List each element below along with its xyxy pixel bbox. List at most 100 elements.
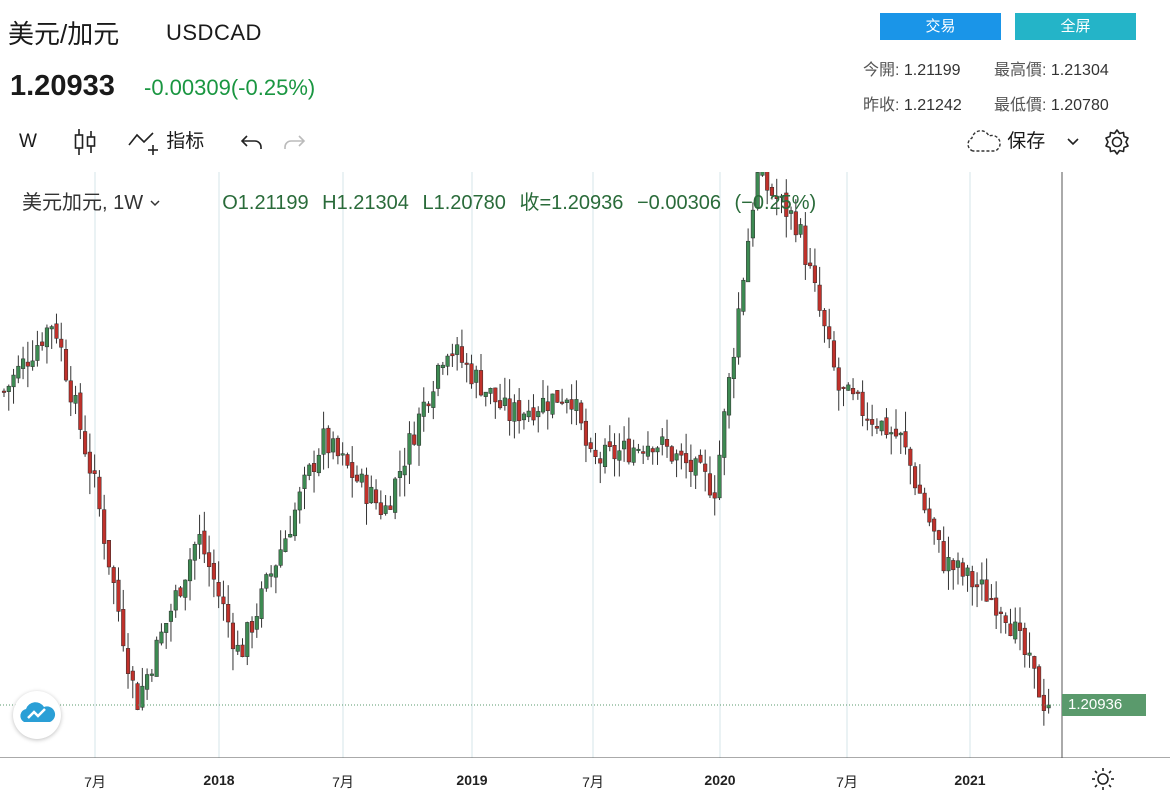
candle <box>793 199 798 243</box>
candle-body <box>11 374 16 388</box>
candle-body <box>631 447 636 463</box>
candle-body <box>502 397 507 406</box>
candle-body <box>178 587 183 597</box>
candle-body <box>245 622 250 657</box>
candle <box>521 411 526 430</box>
candle <box>469 354 474 389</box>
candle <box>316 448 321 477</box>
candle-body <box>913 466 918 489</box>
time-axis-settings[interactable] <box>1091 767 1115 796</box>
candle-body <box>507 398 512 421</box>
candle-body <box>1046 704 1051 709</box>
candle-body <box>87 451 92 474</box>
candle-body <box>264 574 269 589</box>
x-tick-label: 7月 <box>836 774 858 790</box>
candle-body <box>626 438 631 463</box>
candle-body <box>488 388 493 394</box>
candle-body <box>526 410 531 418</box>
candle-body <box>202 530 207 555</box>
candle-body <box>746 240 751 283</box>
candle-body <box>312 463 317 472</box>
undo-button[interactable] <box>240 120 264 164</box>
candle-body <box>240 644 245 658</box>
interval-button[interactable]: W <box>19 131 37 152</box>
candle-body <box>307 464 312 476</box>
candle <box>679 443 684 470</box>
legend-interval[interactable]: 1W <box>113 192 161 214</box>
indicators-button[interactable]: 指标 <box>127 120 204 164</box>
candle <box>884 408 889 439</box>
candle <box>369 475 374 504</box>
candle <box>350 446 355 498</box>
candle <box>755 172 760 211</box>
trade-button[interactable]: 交易 <box>880 13 1001 40</box>
candle-body <box>68 380 73 403</box>
candle-body <box>1032 656 1037 669</box>
candle-body <box>49 326 54 330</box>
tradingview-logo[interactable] <box>13 691 61 739</box>
candle-body <box>469 363 474 385</box>
candle-body <box>970 571 975 588</box>
candle <box>164 623 169 649</box>
candle <box>359 468 364 488</box>
candle-body <box>316 454 321 474</box>
candle <box>965 564 970 592</box>
candle <box>87 433 92 495</box>
candle <box>159 623 164 646</box>
candle <box>955 552 961 585</box>
save-menu-button[interactable] <box>1066 120 1080 164</box>
candle-body <box>63 349 69 381</box>
candle <box>774 178 779 216</box>
x-tick-label: 7月 <box>582 774 604 790</box>
candle-body <box>235 644 240 652</box>
candle <box>207 535 212 587</box>
candle <box>688 444 693 487</box>
candle <box>860 380 865 427</box>
legend-interval-label: 1W <box>113 192 144 214</box>
candle <box>493 387 498 419</box>
candle <box>240 638 245 658</box>
redo-button[interactable] <box>282 120 306 164</box>
candle <box>235 630 240 655</box>
candlestick-chart[interactable] <box>0 172 1170 758</box>
candle-style-button[interactable] <box>72 120 98 164</box>
candle-body <box>517 400 522 422</box>
candle-body <box>808 262 813 267</box>
current-price: 1.20933 <box>10 70 115 102</box>
cloud-icon <box>967 130 1001 152</box>
candle-body <box>903 431 908 448</box>
candle-body <box>822 309 827 327</box>
candle <box>574 380 579 426</box>
save-button[interactable]: 保存 <box>964 120 1045 164</box>
candle-body <box>159 631 164 644</box>
candle-body <box>302 474 307 489</box>
time-axis[interactable]: 7月 2018 7月 2019 7月 2020 7月 2021 <box>0 758 1170 806</box>
candle <box>703 449 708 492</box>
candle-body <box>393 478 398 513</box>
candle <box>927 497 932 527</box>
candle-body <box>574 399 579 411</box>
candle-body <box>197 534 202 545</box>
stat-high-label: 最高價: <box>994 62 1047 79</box>
candle <box>841 386 846 407</box>
candle <box>440 361 445 375</box>
candle <box>650 446 655 465</box>
candle <box>292 502 298 541</box>
candle <box>416 407 422 466</box>
candle <box>297 486 302 524</box>
candle-body <box>426 403 431 407</box>
candle <box>11 368 16 404</box>
candle <box>602 438 608 474</box>
stat-high: 最高價: 1.21304 <box>994 56 1109 80</box>
candle <box>517 388 522 434</box>
candle <box>116 567 121 622</box>
candle <box>1 388 7 398</box>
fullscreen-button[interactable]: 全屏 <box>1015 13 1136 40</box>
candle <box>526 399 531 423</box>
settings-button[interactable] <box>1102 120 1132 164</box>
candle <box>78 383 83 440</box>
candle <box>345 452 350 469</box>
candle <box>1027 632 1032 668</box>
candle <box>326 425 331 469</box>
candle <box>836 357 841 411</box>
